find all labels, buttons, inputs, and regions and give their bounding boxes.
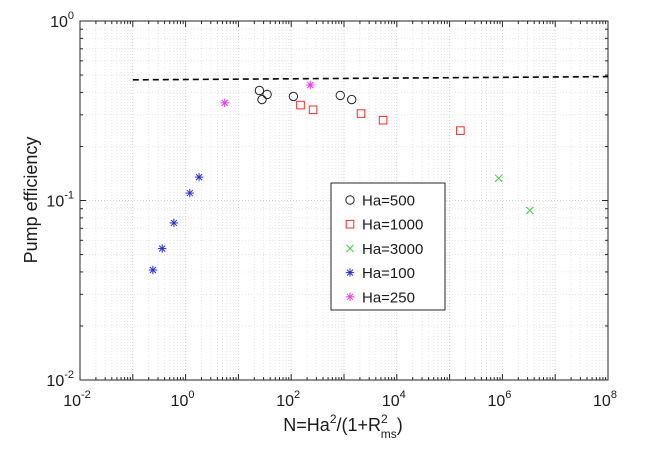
x-tick-label-exponent: 4 bbox=[400, 389, 406, 401]
x-tick-label-base: 10 bbox=[593, 393, 611, 410]
x-tick-label: 106 bbox=[487, 389, 511, 410]
y-tick-label-exponent: 0 bbox=[68, 10, 74, 22]
y-tick-label-exponent: -1 bbox=[64, 190, 74, 202]
legend-label: Ha=250 bbox=[362, 289, 415, 306]
x-tick-label-base: 10 bbox=[382, 393, 400, 410]
x-tick-label: 102 bbox=[276, 389, 300, 410]
y-tick-label: 10-1 bbox=[46, 190, 74, 211]
points-layer bbox=[148, 80, 534, 275]
y-tick-label-exponent: -2 bbox=[64, 369, 74, 381]
reference-line-layer bbox=[132, 75, 609, 81]
data-point-square bbox=[378, 115, 388, 125]
legend-marker-x bbox=[346, 244, 354, 253]
data-point-square bbox=[356, 109, 366, 118]
x-axis-label: N=Ha2/(1+R2 ms) bbox=[283, 412, 402, 441]
data-point-x bbox=[494, 174, 503, 183]
data-point-square bbox=[308, 105, 318, 115]
data-point-square bbox=[296, 100, 305, 110]
y-tick-label-base: 10 bbox=[46, 194, 64, 211]
legend-marker-square bbox=[345, 219, 355, 229]
x-tick-label-exponent: -2 bbox=[81, 389, 91, 401]
data-point-asterisk bbox=[306, 80, 315, 90]
x-tick-label: 104 bbox=[382, 389, 406, 410]
legend-label: Ha=100 bbox=[362, 265, 415, 282]
legend-marker-circle bbox=[345, 195, 355, 205]
y-axis-label: Pump efficiency bbox=[21, 137, 41, 264]
x-tick-label-base: 10 bbox=[63, 393, 81, 410]
x-tick-label-exponent: 6 bbox=[505, 389, 511, 401]
y-tick-label-base: 10 bbox=[46, 373, 64, 390]
x-tick-label-exponent: 0 bbox=[188, 389, 194, 401]
legend: Ha=500 Ha=1000 Ha=3000 Ha=100 Ha=250 bbox=[330, 182, 446, 311]
x-tick-label: 108 bbox=[593, 389, 617, 410]
y-tick-label: 10-2 bbox=[46, 369, 74, 390]
data-point-asterisk bbox=[220, 98, 229, 108]
legend-label: Ha=1000 bbox=[362, 217, 423, 234]
legend-label: Ha=500 bbox=[362, 193, 415, 210]
legend-label: Ha=3000 bbox=[362, 241, 423, 258]
data-point-circle bbox=[347, 94, 357, 105]
x-axis-label-sup1: 2 bbox=[330, 412, 337, 426]
data-point-asterisk bbox=[169, 218, 179, 228]
data-point-circle bbox=[257, 94, 267, 105]
x-tick-label-base: 10 bbox=[276, 393, 294, 410]
data-point-circle bbox=[254, 85, 265, 96]
legend-entries: Ha=500 Ha=1000 Ha=3000 Ha=100 Ha=250 bbox=[345, 193, 423, 306]
y-tick-label: 100 bbox=[50, 10, 74, 31]
data-point-asterisk bbox=[194, 172, 204, 182]
x-axis-label-end: ) bbox=[397, 415, 403, 435]
x-axis-label-sub2: ms bbox=[381, 427, 397, 441]
x-axis-label-mid: /(1+R bbox=[337, 415, 382, 435]
data-point-x bbox=[525, 206, 534, 215]
x-tick-label-base: 10 bbox=[487, 393, 505, 410]
x-tick-label: 10-2 bbox=[63, 389, 91, 410]
legend-marker-asterisk bbox=[345, 292, 355, 301]
x-tick-label-base: 10 bbox=[171, 393, 189, 410]
tick-layer bbox=[79, 20, 609, 381]
data-point-square bbox=[456, 126, 465, 135]
data-point-asterisk bbox=[157, 244, 167, 253]
data-point-asterisk bbox=[148, 265, 158, 275]
x-tick-label: 100 bbox=[171, 389, 195, 410]
x-tick-label-exponent: 2 bbox=[294, 389, 300, 401]
data-point-asterisk bbox=[185, 188, 194, 198]
data-point-circle bbox=[262, 89, 272, 100]
y-tick-label-base: 10 bbox=[50, 14, 68, 31]
data-point-circle bbox=[288, 91, 299, 102]
legend-marker-asterisk bbox=[345, 268, 355, 277]
reference-dashed-line bbox=[132, 75, 609, 81]
x-axis-label-sup2: 2 bbox=[381, 412, 388, 426]
data-point-circle bbox=[335, 90, 345, 101]
x-axis-label-base: N=Ha bbox=[283, 415, 331, 435]
x-tick-label-exponent: 8 bbox=[611, 389, 617, 401]
